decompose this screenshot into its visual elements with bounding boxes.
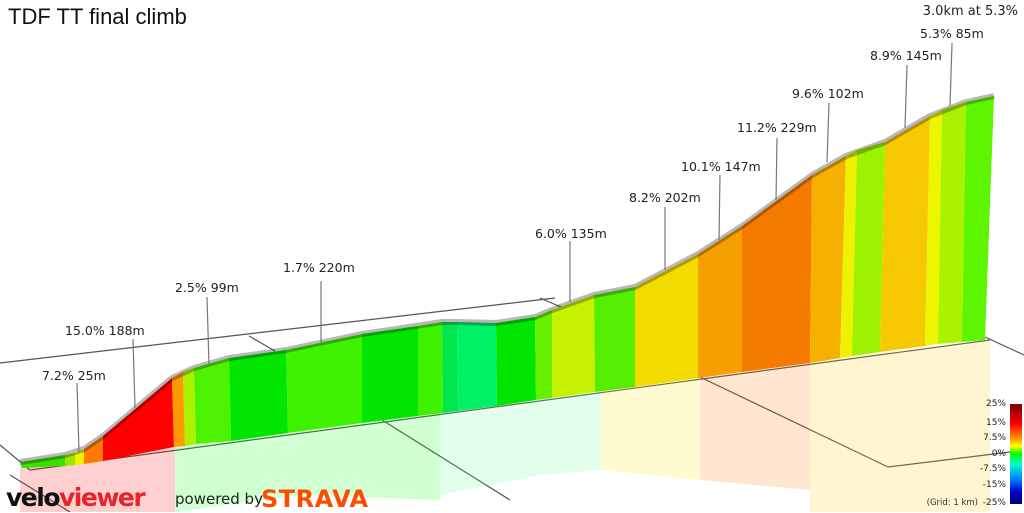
segment-label: 8.9% 145m	[870, 48, 942, 63]
segment-label: 6.0% 135m	[535, 226, 607, 241]
legend-label: 15%	[985, 418, 1006, 428]
segment-label: 1.7% 220m	[283, 260, 355, 275]
strava-logo[interactable]: STRAVA	[261, 485, 369, 513]
segment-label: 8.2% 202m	[629, 190, 701, 205]
segment-label: 11.2% 229m	[737, 120, 817, 135]
segment-label: 15.0% 188m	[65, 323, 145, 338]
legend-label: 0%	[991, 449, 1006, 459]
gradient-color-legend	[1010, 404, 1022, 504]
segment-label: 10.1% 147m	[681, 159, 761, 174]
grid-lines	[0, 297, 1024, 512]
segment-label: 5.3% 85m	[920, 26, 984, 41]
segment-label: 7.2% 25m	[42, 368, 106, 383]
legend-label: -15%	[982, 480, 1006, 490]
legend-label: -7.5%	[979, 464, 1006, 474]
climb-summary: 3.0km at 5.3%	[922, 4, 1018, 19]
legend-label: -25%	[982, 498, 1006, 508]
legend-label: 25%	[985, 399, 1006, 409]
powered-by-text: powered by	[175, 490, 263, 508]
legend-label: 7.5%	[983, 433, 1006, 443]
grid-scale-label: (Grid: 1 km)	[926, 498, 978, 508]
veloviewer-logo[interactable]: veloviewer	[6, 483, 146, 512]
segment-label: 2.5% 99m	[175, 280, 239, 295]
chart-title: TDF TT final climb	[8, 4, 187, 29]
annotation-leaders	[76, 42, 953, 453]
segment-label: 9.6% 102m	[792, 86, 864, 101]
